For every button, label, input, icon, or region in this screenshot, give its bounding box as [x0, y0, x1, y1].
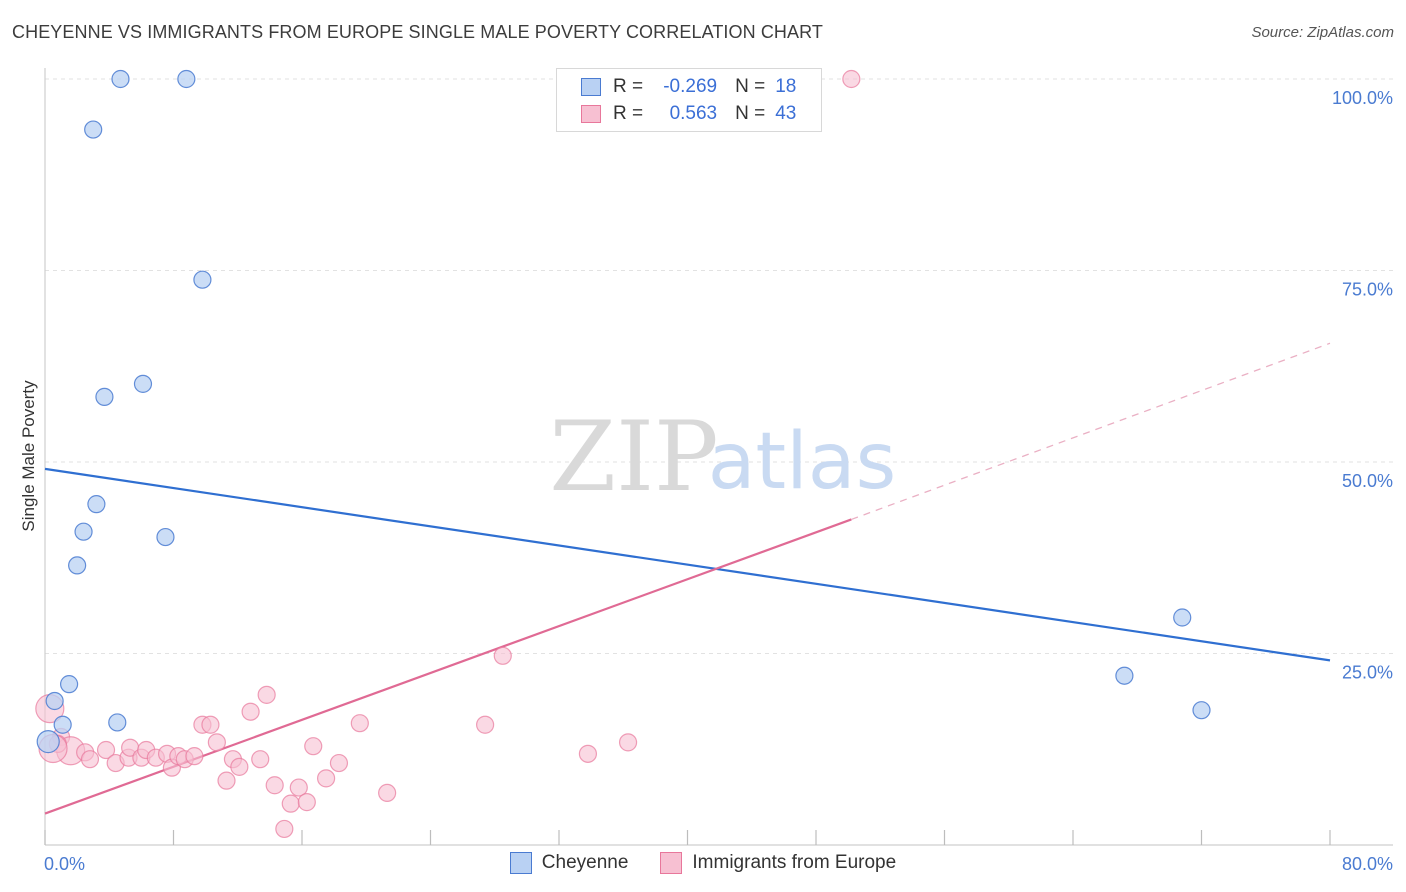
- series-legend: Cheyenne Immigrants from Europe: [0, 852, 1406, 874]
- cheyenne-point: [68, 556, 87, 575]
- immigrants-point: [257, 685, 276, 704]
- immigrants-point: [297, 793, 316, 812]
- immigrants-point: [493, 646, 512, 665]
- y-tick-label: 75.0%: [1342, 280, 1393, 300]
- cheyenne-point: [108, 713, 127, 732]
- legend-label: Cheyenne: [541, 852, 629, 873]
- immigrants-point: [230, 757, 249, 776]
- immigrants-point: [201, 715, 220, 734]
- cheyenne-point: [87, 495, 106, 514]
- cheyenne-point: [45, 691, 64, 711]
- immigrants-point: [350, 714, 369, 733]
- immigrants-point: [80, 750, 100, 769]
- immigrants-point: [207, 733, 226, 752]
- correlation-legend: R = -0.269 N = 18 R = 0.563 N = 43: [556, 68, 822, 132]
- cheyenne-point: [177, 69, 196, 89]
- data-points: [35, 69, 1211, 839]
- cheyenne-point: [59, 675, 79, 694]
- r-value: -0.269: [663, 76, 718, 97]
- cheyenne-point: [156, 527, 175, 547]
- legend-row-cheyenne: R = -0.269 N = 18: [581, 74, 796, 100]
- watermark: ZIP atlas: [549, 401, 896, 513]
- cheyenne-point: [74, 522, 93, 541]
- immigrants-point: [378, 783, 397, 803]
- cheyenne-point: [1115, 666, 1134, 685]
- immigrants-swatch-icon: [581, 105, 601, 123]
- y-tick-label: 100.0%: [1332, 88, 1393, 108]
- immigrants-point: [316, 769, 336, 788]
- immigrants-point: [275, 819, 294, 839]
- cheyenne-point: [133, 374, 153, 393]
- immigrants-point: [304, 737, 323, 756]
- y-tick-label: 25.0%: [1342, 663, 1393, 683]
- cheyenne-legend-icon: [509, 852, 532, 874]
- y-axis-label: Single Male Poverty: [19, 380, 38, 532]
- n-value: 18: [775, 76, 797, 97]
- immigrants-point: [578, 744, 598, 763]
- source-label: Source: ZipAtlas.com: [1251, 24, 1394, 41]
- cheyenne-point: [95, 387, 114, 406]
- x-tick-label: 0.0%: [44, 854, 85, 874]
- legend-row-immigrants: R = 0.563 N = 43: [581, 101, 796, 127]
- cheyenne-point: [111, 69, 130, 89]
- cheyenne-swatch-icon: [581, 78, 601, 96]
- n-value: 43: [775, 103, 797, 124]
- immigrants-point: [476, 715, 495, 734]
- immigrants-trend-extension: [851, 342, 1331, 521]
- cheyenne-trend-line: [44, 467, 1331, 662]
- legend-item-cheyenne: Cheyenne: [509, 852, 629, 874]
- n-label: N =: [735, 103, 766, 124]
- legend-item-immigrants: Immigrants from Europe: [660, 852, 896, 874]
- cheyenne-point: [84, 120, 103, 139]
- tick-labels: 25.0% 50.0% 75.0% 100.0% 0.0% 80.0%: [44, 88, 1393, 874]
- immigrants-point: [251, 750, 270, 769]
- x-tick-label: 80.0%: [1342, 854, 1393, 874]
- r-label: R =: [613, 103, 644, 124]
- cheyenne-point: [53, 715, 72, 734]
- cheyenne-point: [193, 270, 212, 289]
- immigrants-point: [842, 69, 861, 89]
- gridlines: [45, 78, 1393, 654]
- r-label: R =: [613, 76, 644, 97]
- immigrants-point: [618, 733, 638, 752]
- chart-title: CHEYENNE VS IMMIGRANTS FROM EUROPE SINGL…: [12, 22, 824, 42]
- immigrants-point: [265, 776, 284, 795]
- immigrants-point: [96, 740, 116, 760]
- immigrants-point: [329, 753, 349, 773]
- immigrants-point: [281, 794, 300, 813]
- immigrants-point: [217, 771, 236, 790]
- watermark-zip: ZIP: [549, 401, 718, 513]
- immigrants-point: [185, 747, 204, 766]
- watermark-atlas: atlas: [708, 417, 897, 507]
- immigrants-point: [241, 702, 260, 721]
- immigrants-legend-icon: [660, 852, 683, 874]
- immigrants-point: [289, 778, 308, 797]
- n-label: N =: [735, 76, 766, 97]
- cheyenne-point: [36, 729, 60, 754]
- legend-label: Immigrants from Europe: [692, 852, 897, 873]
- cheyenne-point: [1173, 608, 1192, 627]
- cheyenne-point: [1192, 701, 1211, 720]
- y-tick-label: 50.0%: [1342, 471, 1393, 491]
- r-value: 0.563: [669, 103, 718, 124]
